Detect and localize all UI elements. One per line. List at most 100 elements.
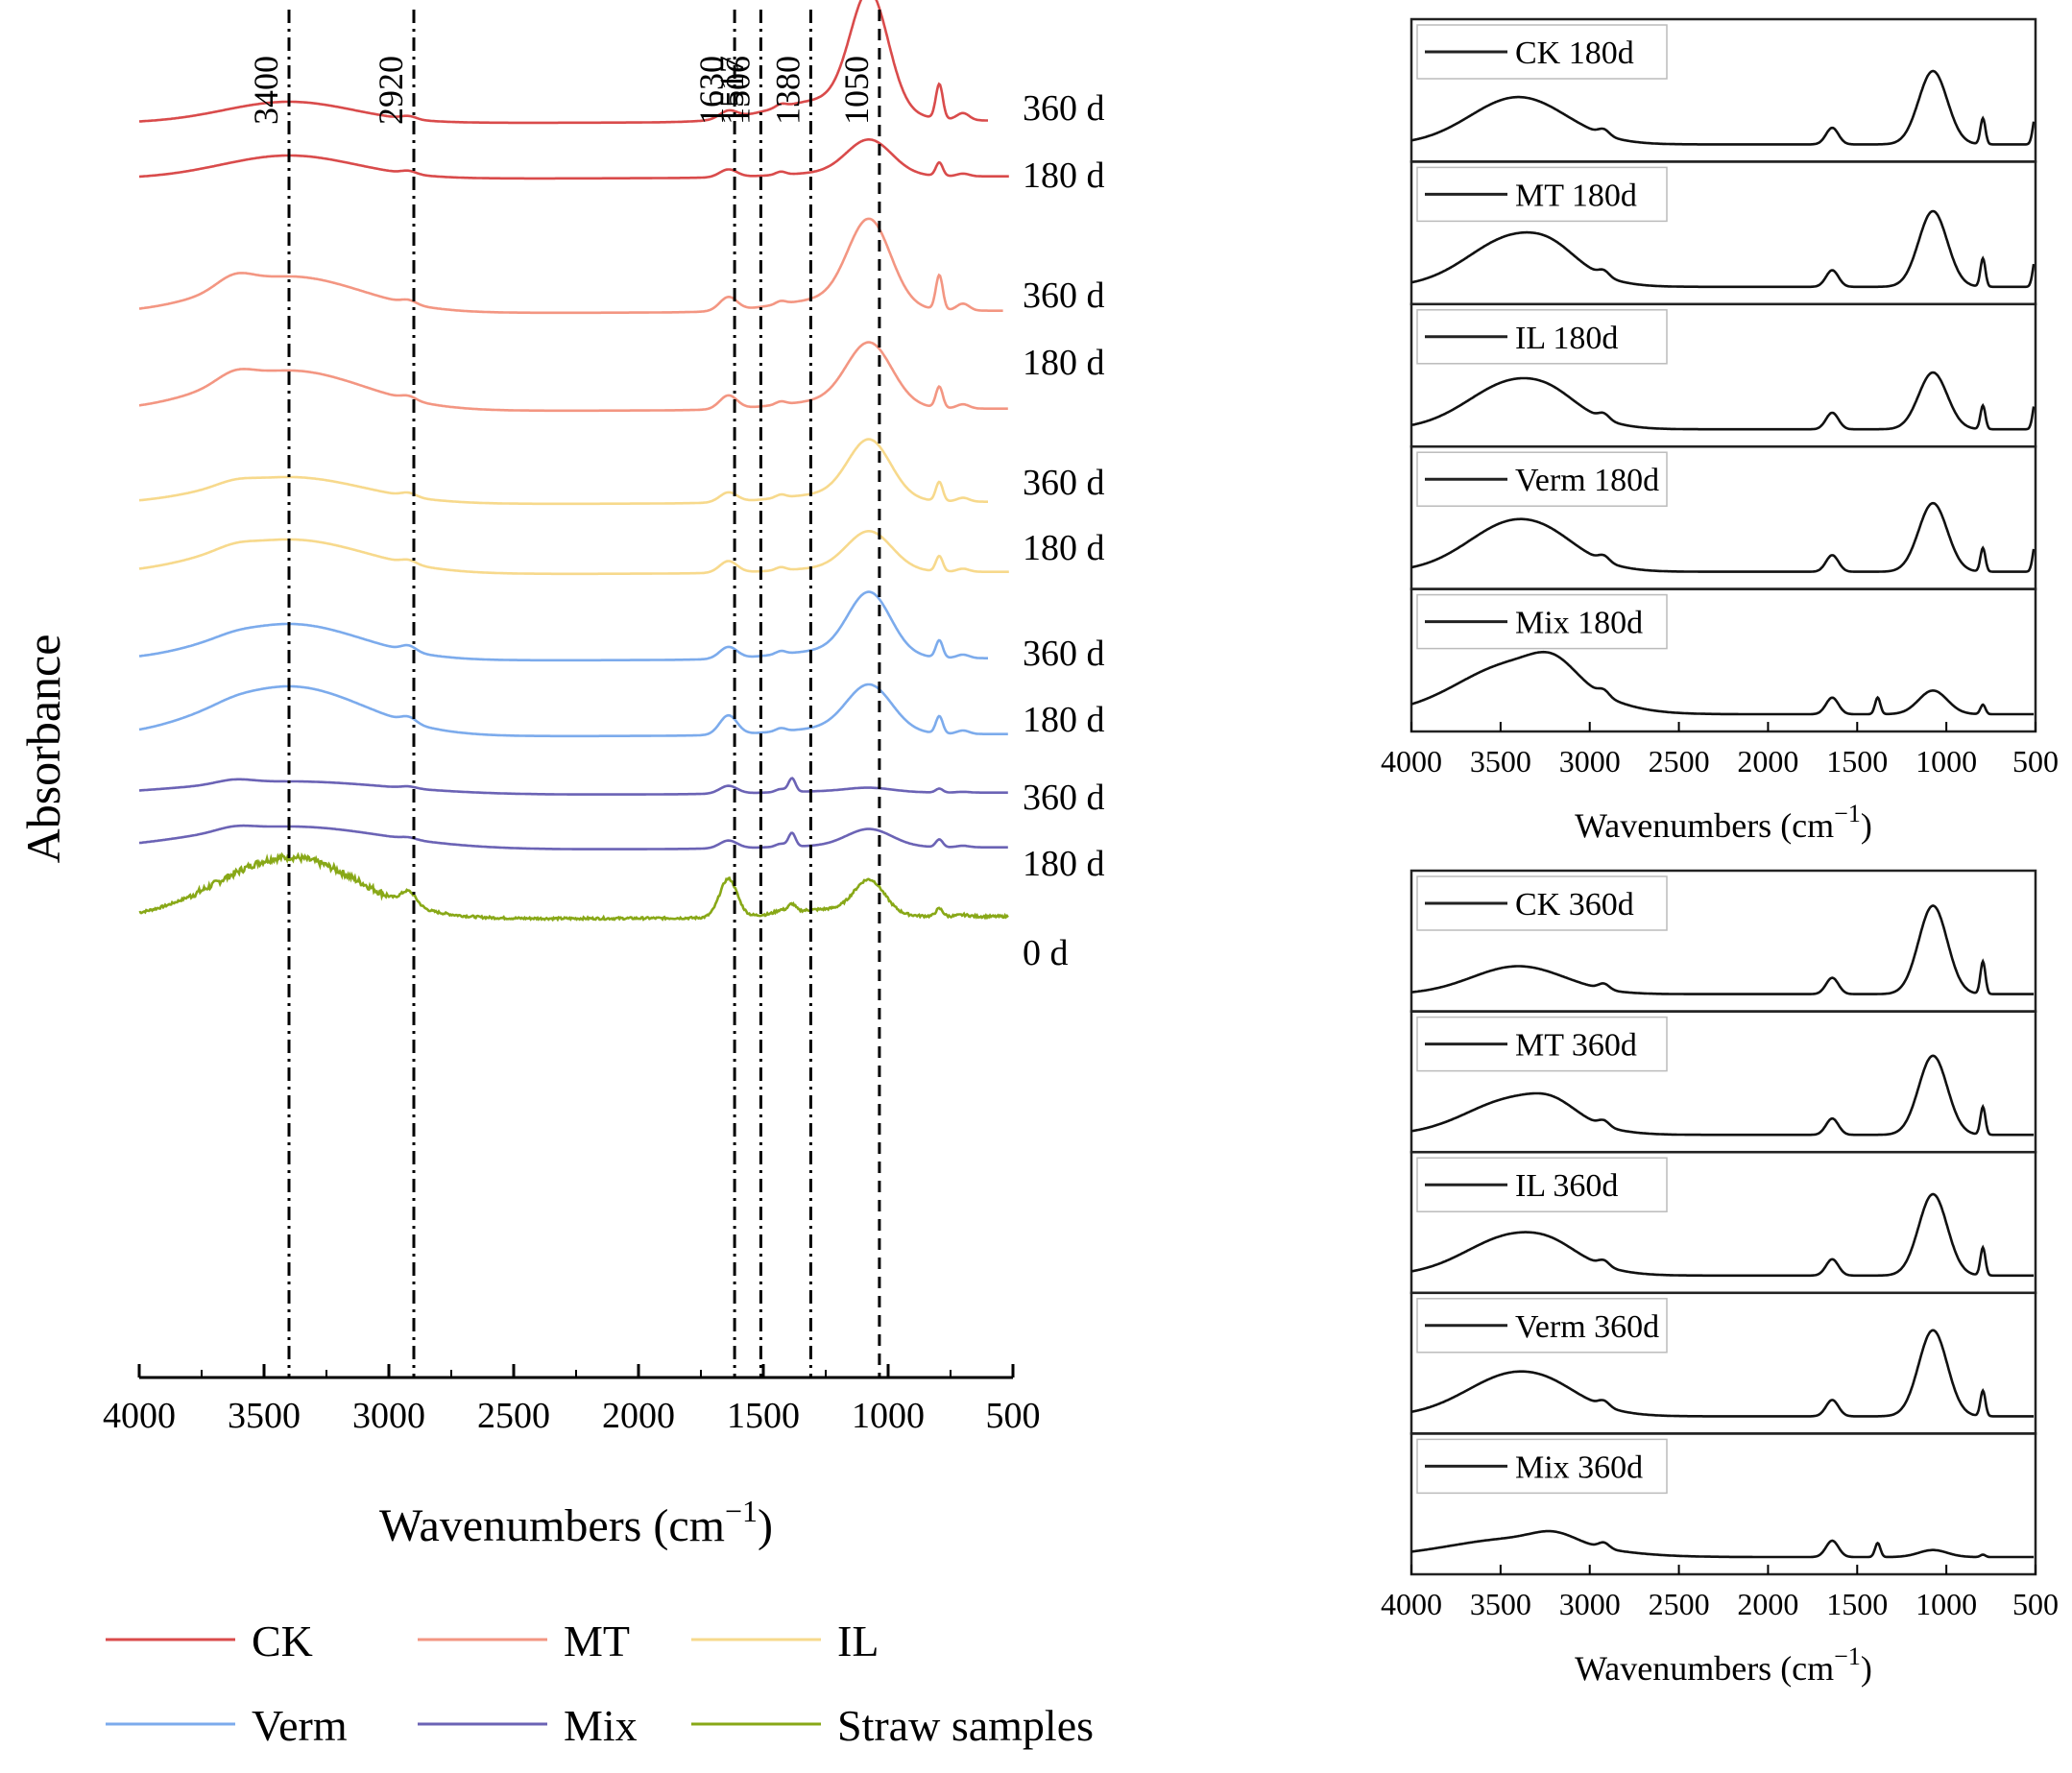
peak-label-1517: 1517 [712,56,751,125]
inset-panel-verm-180d: Verm 180d [1409,444,2037,590]
inset-x-axis-label: Wavenumbers (cm−1) [1575,1642,1872,1688]
inset-panel-il-360d: IL 360d [1409,1150,2037,1295]
inset-panel-ck-180d: CK 180d [1409,17,2037,163]
trace-label: 180 d [1023,528,1105,568]
legend-label: Mix [564,1701,638,1750]
legend-item-ck: CK [106,1617,313,1665]
x-tick-label: 1000 [852,1396,925,1436]
inset-x-tick-label: 4000 [1381,744,1442,779]
legend-label: Straw samples [837,1701,1094,1750]
inset-legend-label: Mix 180d [1515,606,1643,641]
peak-reference-lines [287,10,881,1378]
x-axis-ticks: 4000 3500 3000 2500 2000 1500 1000 500 [103,1364,1041,1436]
legend-item-mix: Mix [418,1701,638,1750]
legend-item-mt: MT [418,1617,630,1665]
inset-x-tick-label: 500 [2012,744,2059,779]
inset-legend-label: MT 180d [1515,178,1637,213]
trace-ck-360d [138,0,988,125]
trace-mt-360d [138,217,1003,315]
inset-trace [1410,1529,2035,1559]
inset-charts: CK 180d MT 180d IL 180d Verm 180d Mix 180d 40… [1381,17,2059,1688]
inset-legend-label: CK 360d [1515,887,1634,922]
inset-panel-frame [1409,587,2037,733]
inset-trace [1410,650,2035,716]
trace-label: 360 d [1023,276,1105,316]
inset-trace [1410,501,2036,573]
peak-label-3400: 3400 [247,56,285,125]
inset-x-tick-label: 500 [2012,1587,2059,1621]
x-tick-label: 3000 [352,1396,425,1436]
inset-x-tick-label: 2000 [1737,744,1798,779]
inset-chart-2: CK 360d MT 360d IL 360d Verm 360d Mix 360d 40… [1381,869,2059,1688]
x-tick-label: 1500 [727,1396,800,1436]
peak-label-1506: 1506 [718,56,757,125]
trace-labels: 360 d 180 d 360 d 180 d 360 d 180 d 360 d 180 d… [1023,88,1105,973]
inset-x-tick-label: 3500 [1470,744,1531,779]
trace-label: 360 d [1023,778,1105,818]
trace-label: 360 d [1023,634,1105,674]
inset-legend-label: IL 180d [1515,321,1618,356]
inset-panel-verm-360d: Verm 360d [1409,1291,2037,1435]
inset-x-tick-label: 2500 [1649,1587,1710,1621]
trace-label: 180 d [1023,700,1105,740]
legend: CK MT IL Verm Mix Straw samples [106,1617,1094,1750]
trace-mix-180d [138,824,1008,851]
peak-label-1630: 1630 [692,56,731,125]
trace-il-180d [138,530,1009,576]
legend-label: Verm [252,1701,348,1750]
inset-legend-label: Mix 360d [1515,1450,1643,1485]
trace-label: 0 d [1023,933,1069,973]
x-tick-label: 500 [986,1396,1041,1436]
trace-label: 180 d [1023,343,1105,383]
x-tick-label: 2000 [602,1396,675,1436]
inset-trace [1410,69,2036,146]
inset-trace [1410,1329,2035,1418]
peak-label-1050: 1050 [837,56,876,125]
legend-label: IL [837,1617,879,1665]
inset-legend-label: Verm 180d [1515,463,1659,498]
inset-panel-frame [1409,1432,2037,1576]
x-tick-label: 2500 [477,1396,550,1436]
inset-panel-ck-360d: CK 360d [1409,869,2037,1013]
trace-verm-180d [138,683,1008,738]
inset-x-tick-label: 1500 [1826,744,1888,779]
inset-x-tick-label: 1000 [1915,1587,1977,1621]
inset-x-tick-label: 2500 [1649,744,1710,779]
inset-panel-mix-180d: Mix 180d [1409,587,2037,733]
inset-x-tick-label: 2000 [1737,1587,1798,1621]
legend-label: MT [564,1617,630,1665]
inset-x-tick-label: 1500 [1826,1587,1888,1621]
main-traces [138,0,1009,922]
inset-trace [1410,1054,2035,1137]
x-axis-label: Wavenumbers (cm−1) [379,1494,773,1551]
inset-panel-il-180d: IL 180d [1409,302,2037,448]
trace-verm-360d [138,590,988,662]
inset-x-tick-label: 3500 [1470,1587,1531,1621]
inset-x-tick-label: 3000 [1559,1587,1621,1621]
peak-label-1380: 1380 [768,56,807,125]
trace-label: 180 d [1023,844,1105,884]
inset-legend-label: CK 180d [1515,36,1634,71]
trace-label: 360 d [1023,88,1105,129]
inset-x-axis-label: Wavenumbers (cm−1) [1575,800,1872,845]
inset-trace [1410,371,2036,431]
inset-trace [1410,904,2035,995]
x-tick-label: 4000 [103,1396,176,1436]
trace-mix-360d [138,777,1008,796]
inset-trace [1410,1192,2035,1278]
main-chart: Absorbance 360 d 180 d 360 d 180 d 360 d 180 … [16,0,1105,1551]
inset-x-tick-label: 1000 [1915,744,1977,779]
trace-label: 360 d [1023,463,1105,503]
inset-panel-mt-180d: MT 180d [1409,160,2037,306]
inset-panel-mt-360d: MT 360d [1409,1010,2037,1154]
y-axis-label: Absorbance [16,635,70,864]
trace-ck-180d [138,138,1009,180]
x-tick-label: 3500 [228,1396,301,1436]
legend-item-verm: Verm [106,1701,348,1750]
inset-x-tick-label: 4000 [1381,1587,1442,1621]
inset-x-tick-label: 3000 [1559,744,1621,779]
inset-panel-mix-360d: Mix 360d [1409,1432,2037,1576]
legend-label: CK [252,1617,313,1665]
inset-legend-label: IL 360d [1515,1168,1618,1204]
